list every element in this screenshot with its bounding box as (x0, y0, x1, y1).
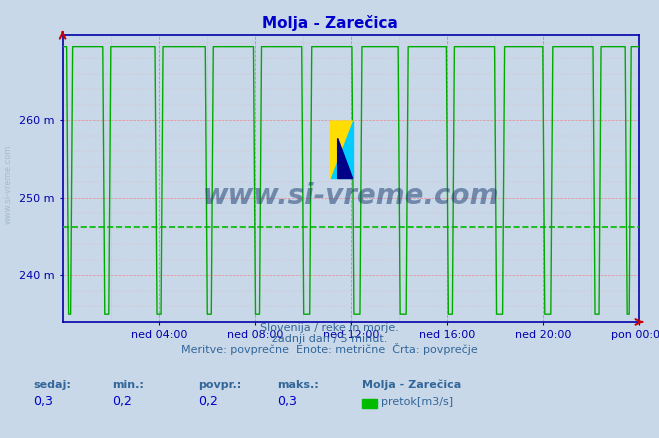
Text: min.:: min.: (112, 380, 144, 390)
Text: pretok[m3/s]: pretok[m3/s] (381, 397, 453, 407)
Text: 0,2: 0,2 (112, 395, 132, 408)
Text: www.si-vreme.com: www.si-vreme.com (203, 182, 499, 210)
Polygon shape (337, 138, 353, 179)
Text: Slovenija / reke in morje.: Slovenija / reke in morje. (260, 323, 399, 333)
Text: www.si-vreme.com: www.si-vreme.com (3, 144, 13, 224)
Text: 0,3: 0,3 (277, 395, 297, 408)
Text: Molja - Zarečica: Molja - Zarečica (262, 15, 397, 32)
Text: zadnji dan / 5 minut.: zadnji dan / 5 minut. (272, 334, 387, 344)
Text: 0,2: 0,2 (198, 395, 217, 408)
Text: sedaj:: sedaj: (33, 380, 71, 390)
Text: Meritve: povprečne  Enote: metrične  Črta: povprečje: Meritve: povprečne Enote: metrične Črta:… (181, 343, 478, 355)
Text: maks.:: maks.: (277, 380, 318, 390)
Polygon shape (331, 121, 353, 179)
Text: Molja - Zarečica: Molja - Zarečica (362, 379, 462, 390)
Polygon shape (331, 121, 353, 179)
Text: povpr.:: povpr.: (198, 380, 241, 390)
Text: 0,3: 0,3 (33, 395, 53, 408)
